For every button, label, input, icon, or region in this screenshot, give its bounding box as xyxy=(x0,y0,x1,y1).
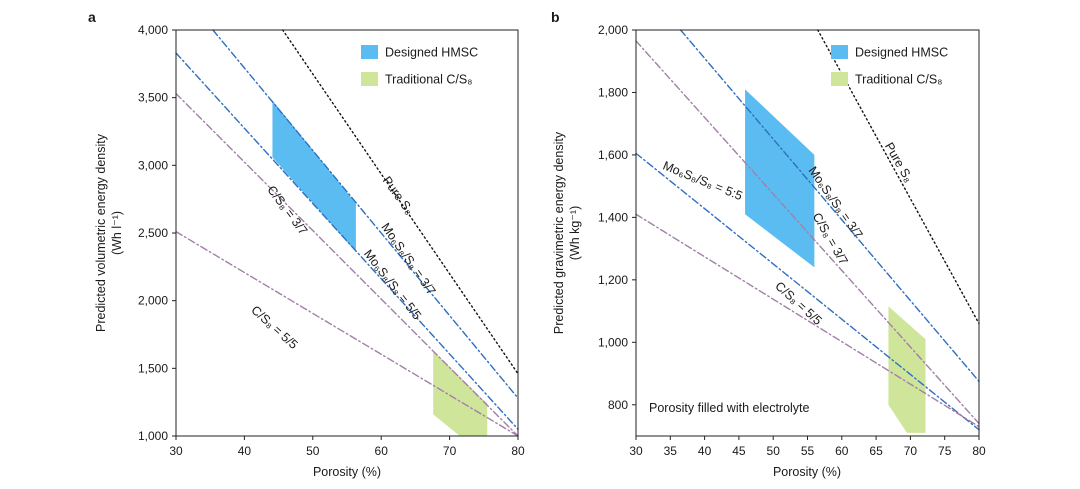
panel-a-y-tick-label: 2,000 xyxy=(138,294,168,308)
panel-b-x-tick-label: 50 xyxy=(767,444,781,458)
panel-b-y-tick-label: 1,200 xyxy=(598,273,628,287)
panel-a-curve-1 xyxy=(212,29,519,399)
panel-a-letter: a xyxy=(88,9,96,25)
panel-b-regions xyxy=(745,89,926,433)
panel-b-curve-1 xyxy=(679,29,980,383)
panel-b-y-tick-label: 1,400 xyxy=(598,210,628,224)
panel-a-curve-0 xyxy=(282,29,519,375)
panel-b-curve-label-1: Mo₆S₈/S₈ = 3/7 xyxy=(805,164,865,241)
panel-b-annotation: Porosity filled with electrolyte xyxy=(649,401,810,415)
panel-b-y-tick-label: 1,800 xyxy=(598,85,628,99)
panel-a-legend-label-0: Designed HMSC xyxy=(385,46,478,60)
panel-a-x-tick-label: 70 xyxy=(443,444,457,458)
panel-b-x-tick-label: 30 xyxy=(629,444,643,458)
panel-a-x-tick-label: 30 xyxy=(169,444,183,458)
panel-b-x-tick-label: 60 xyxy=(835,444,849,458)
panel-a-y-tick-label: 1,500 xyxy=(138,361,168,375)
panel-a-curve-2 xyxy=(175,52,519,430)
panel-b-y-tick-label: 1,000 xyxy=(598,335,628,349)
panel-b-region-designed-hmsc xyxy=(745,89,815,268)
panel-b-x-tick-label: 80 xyxy=(972,444,986,458)
panel-b-x-tick-label: 45 xyxy=(732,444,746,458)
panel-a-y-axis-label: Predicted volumetric energy density (Wh … xyxy=(94,133,124,332)
panel-b-curve-2 xyxy=(635,152,980,431)
panel-b-x-tick-label: 70 xyxy=(904,444,918,458)
panel-a-curve-4 xyxy=(175,230,519,437)
panel-b-y-tick-label: 800 xyxy=(608,398,628,412)
panel-a-legend: Designed HMSC Traditional C/S₈ xyxy=(361,45,478,87)
panel-b-x-ticks: 30 35 40 45 50 55 60 65 70 75 80 xyxy=(629,436,986,458)
panel-a-x-ticks: 30 40 50 60 70 80 xyxy=(169,436,525,458)
panel-a-y-axis-label-line2: (Wh l⁻¹) xyxy=(110,211,124,255)
panel-b-legend-swatch-0 xyxy=(831,45,848,59)
panel-b-legend-swatch-1 xyxy=(831,72,848,86)
panel-b-curve-0 xyxy=(817,29,980,325)
panel-a-x-tick-label: 60 xyxy=(375,444,389,458)
panel-a-legend-label-1: Traditional C/S₈ xyxy=(385,73,472,87)
panel-b-y-tick-label: 1,600 xyxy=(598,148,628,162)
panel-b-y-tick-label: 2,000 xyxy=(598,23,628,37)
panel-b-x-tick-label: 40 xyxy=(698,444,712,458)
panel-b-x-tick-label: 55 xyxy=(801,444,815,458)
panel-b-y-axis-label: Predicted gravimetric energy density (Wh… xyxy=(552,131,582,334)
panel-a-legend-swatch-1 xyxy=(361,72,378,86)
panel-b-x-tick-label: 75 xyxy=(938,444,952,458)
panel-a-curve-label-0: Pure S₈ xyxy=(380,174,417,217)
panel-b-curve-4 xyxy=(635,213,980,428)
panel-a-y-axis-label-line1: Predicted volumetric energy density xyxy=(94,133,108,332)
panel-a-legend-swatch-0 xyxy=(361,45,378,59)
panel-b-curves xyxy=(635,29,980,431)
panel-a-region-traditional-cs8 xyxy=(433,350,488,436)
panel-a-x-axis-label: Porosity (%) xyxy=(313,465,381,479)
panel-b-legend-label-0: Designed HMSC xyxy=(855,46,948,60)
panel-a-x-tick-label: 40 xyxy=(238,444,252,458)
panel-a-x-tick-label: 80 xyxy=(511,444,525,458)
panel-a-curve-3 xyxy=(175,92,519,437)
panel-a-region-designed-hmsc xyxy=(272,100,356,252)
panel-a-y-tick-label: 3,000 xyxy=(138,158,168,172)
panel-b-legend-label-1: Traditional C/S₈ xyxy=(855,73,942,87)
panel-b-curve-3 xyxy=(635,40,980,425)
panel-a-curves xyxy=(175,29,519,437)
panel-b-y-axis-label-line2: (Wh kg⁻¹) xyxy=(568,206,582,261)
panel-b-region-traditional-cs8 xyxy=(888,306,926,433)
panel-b-x-tick-label: 65 xyxy=(869,444,883,458)
panel-b-curve-label-2: Mo₆S₈/S₈ = 5:5 xyxy=(661,159,745,204)
panel-b-x-axis-label: Porosity (%) xyxy=(773,465,841,479)
panel-a-y-tick-label: 4,000 xyxy=(138,23,168,37)
panel-a-volumetric-chart: a 30 40 50 60 70 80 1,000 1,500 2,000 2,500 3,000… xyxy=(88,9,525,479)
panel-a-x-tick-label: 50 xyxy=(306,444,320,458)
panel-b-y-ticks: 800 1,000 1,200 1,400 1,600 1,800 2,000 xyxy=(598,23,636,412)
panel-a-y-ticks: 1,000 1,500 2,000 2,500 3,000 3,500 4,000 xyxy=(138,23,176,443)
panel-b-y-axis-label-line1: Predicted gravimetric energy density xyxy=(552,131,566,334)
panel-b-gravimetric-chart: b 30 35 40 45 50 55 60 65 70 75 80 800 1,000 1,200 1,… xyxy=(551,9,986,479)
panel-a-y-tick-label: 2,500 xyxy=(138,226,168,240)
panel-b-letter: b xyxy=(551,9,560,25)
panel-a-curve-label-4: C/S₈ = 5/5 xyxy=(248,303,300,352)
panel-b-legend: Designed HMSC Traditional C/S₈ xyxy=(831,45,948,87)
panel-a-y-tick-label: 1,000 xyxy=(138,429,168,443)
panel-a-regions xyxy=(272,100,488,436)
panel-a-y-tick-label: 3,500 xyxy=(138,91,168,105)
panel-b-x-tick-label: 35 xyxy=(664,444,678,458)
